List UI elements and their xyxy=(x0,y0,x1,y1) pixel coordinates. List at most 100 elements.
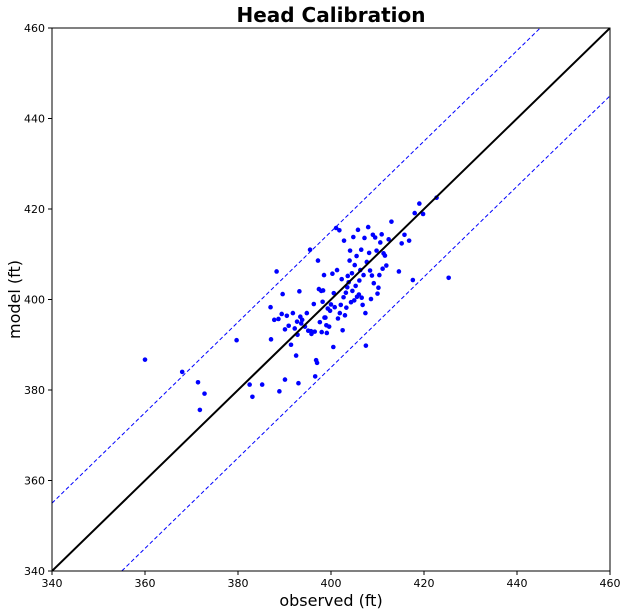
data-point xyxy=(312,329,318,334)
data-point xyxy=(369,273,375,278)
y-tick-label: 360 xyxy=(24,475,45,488)
data-point xyxy=(334,267,340,273)
data-point xyxy=(328,302,334,307)
data-point xyxy=(304,310,310,316)
data-point xyxy=(294,319,300,324)
data-point xyxy=(274,269,279,274)
data-point xyxy=(372,235,378,240)
data-point xyxy=(344,305,349,310)
data-point xyxy=(354,253,359,259)
data-point xyxy=(380,266,385,272)
data-point xyxy=(384,263,389,268)
data-point xyxy=(335,316,341,321)
data-point xyxy=(358,247,364,253)
data-point xyxy=(307,247,313,253)
data-point xyxy=(179,369,185,375)
data-point xyxy=(371,280,377,286)
data-point xyxy=(359,295,364,300)
data-point xyxy=(195,380,201,385)
data-point xyxy=(386,237,391,242)
data-point xyxy=(337,310,343,316)
reference-lines xyxy=(52,28,610,571)
data-point xyxy=(292,326,298,331)
plot-area xyxy=(52,28,610,571)
data-point xyxy=(338,302,344,308)
data-point xyxy=(327,308,333,314)
data-point xyxy=(446,275,451,281)
data-points xyxy=(142,195,451,413)
data-point xyxy=(366,250,372,256)
data-point xyxy=(320,288,326,293)
y-tick-labels: 340 360 380 400 420 440 460 xyxy=(24,22,45,578)
data-point xyxy=(347,258,352,263)
data-point xyxy=(365,224,371,230)
data-point xyxy=(282,327,288,332)
data-point xyxy=(142,357,148,362)
data-point xyxy=(279,311,285,317)
data-point xyxy=(317,319,323,325)
data-point xyxy=(277,389,282,394)
data-point xyxy=(324,330,330,336)
data-point xyxy=(341,294,346,300)
data-point xyxy=(389,219,394,224)
data-point xyxy=(330,271,335,277)
data-point xyxy=(363,343,369,348)
data-point xyxy=(311,301,317,307)
tick-marks xyxy=(48,27,611,575)
data-point xyxy=(410,277,416,283)
data-point xyxy=(341,238,347,243)
data-point xyxy=(288,342,294,348)
data-point xyxy=(362,235,367,241)
data-point xyxy=(355,227,361,233)
data-point xyxy=(379,232,384,237)
data-point xyxy=(319,329,325,335)
data-point xyxy=(290,310,296,316)
data-point xyxy=(353,283,358,289)
data-point xyxy=(197,407,203,413)
data-point xyxy=(337,227,342,233)
data-point xyxy=(293,353,299,358)
data-point xyxy=(339,276,345,282)
plot-frame xyxy=(51,27,611,572)
data-point xyxy=(347,248,353,253)
data-point xyxy=(321,272,327,278)
data-point xyxy=(420,211,426,217)
y-axis-label: model (ft) xyxy=(5,260,24,339)
data-point xyxy=(374,248,379,253)
data-point xyxy=(296,380,301,386)
data-point xyxy=(363,310,368,316)
chart-title: Head Calibration xyxy=(236,3,425,27)
x-tick-label: 460 xyxy=(600,577,621,590)
data-point xyxy=(352,262,358,268)
data-point xyxy=(351,234,356,240)
data-point xyxy=(202,391,207,396)
data-point xyxy=(284,313,290,319)
data-point xyxy=(333,225,339,231)
x-axis-label: observed (ft) xyxy=(279,591,382,610)
x-tick-label: 400 xyxy=(321,577,342,590)
data-point xyxy=(350,288,355,294)
data-point xyxy=(402,232,407,238)
data-point xyxy=(247,382,252,387)
data-point xyxy=(375,291,380,296)
data-point xyxy=(234,337,239,343)
y-tick-label: 400 xyxy=(24,294,45,307)
x-tick-label: 360 xyxy=(135,577,156,590)
one-to-one-line xyxy=(52,28,610,571)
x-tick-label: 380 xyxy=(228,577,249,590)
x-tick-labels: 340 360 380 400 420 440 460 xyxy=(42,577,621,590)
data-point xyxy=(351,298,357,303)
data-point xyxy=(259,382,265,387)
data-point xyxy=(312,374,318,379)
data-point xyxy=(326,324,332,329)
data-point xyxy=(367,268,373,273)
data-point xyxy=(280,291,285,297)
y-tick-label: 420 xyxy=(24,203,45,216)
data-point xyxy=(343,290,349,296)
data-point xyxy=(268,304,273,310)
x-tick-label: 340 xyxy=(42,577,63,590)
data-point xyxy=(320,299,325,305)
data-point xyxy=(342,313,348,318)
data-point xyxy=(309,331,314,337)
